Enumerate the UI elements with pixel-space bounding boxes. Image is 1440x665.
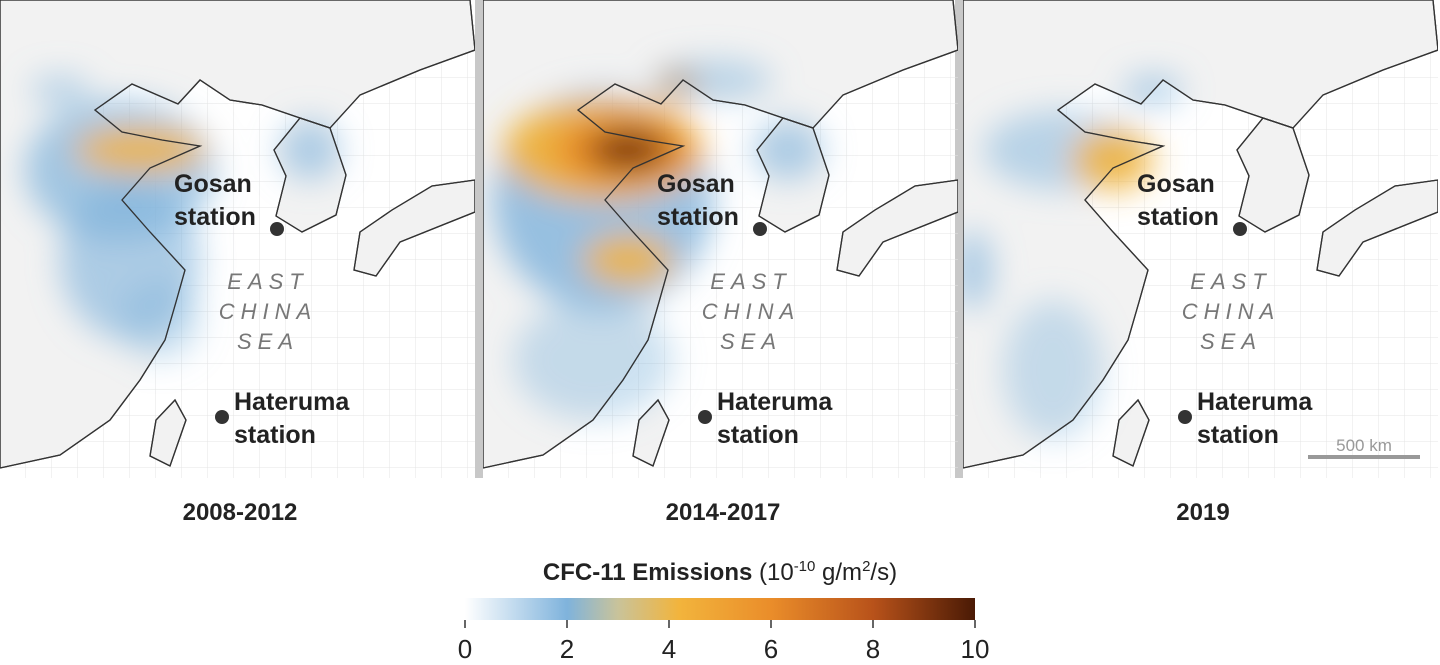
emission-area <box>1073 130 1153 190</box>
panel-label: 2008-2012 <box>183 499 298 526</box>
emissions <box>493 60 823 420</box>
colorbar-tick-label: 10 <box>961 634 990 664</box>
station-label: Hateruma <box>1197 388 1313 416</box>
station-label: station <box>234 421 316 449</box>
sea-label: EAST <box>227 269 308 294</box>
emissions <box>963 75 1183 440</box>
sea-label: CHINA <box>219 299 317 324</box>
emission-area <box>120 280 200 360</box>
station-dot <box>1178 410 1192 424</box>
station-label: Gosan <box>174 170 252 198</box>
emission-area <box>653 60 773 100</box>
sea-label: CHINA <box>1182 299 1280 324</box>
coast-japan <box>836 179 958 277</box>
coast-taiwan <box>1112 398 1150 467</box>
coast-taiwan <box>149 398 187 467</box>
emission-area <box>753 120 823 180</box>
divider <box>955 0 963 478</box>
coast-china <box>963 0 1438 469</box>
sea-label: EAST <box>1190 269 1271 294</box>
colorbar-tick-label: 2 <box>560 634 574 664</box>
coast-taiwan <box>632 398 670 467</box>
coast-china <box>483 0 958 469</box>
station-label: station <box>717 421 799 449</box>
emission-area <box>583 235 673 285</box>
map <box>483 0 958 478</box>
station-label: Hateruma <box>234 388 350 416</box>
station-label: Gosan <box>657 170 735 198</box>
scale-label: 500 km <box>1336 436 1392 455</box>
station-dot <box>698 410 712 424</box>
coast-china <box>0 0 475 469</box>
coast-korea <box>273 117 347 233</box>
station-label: station <box>657 203 739 231</box>
station-dot <box>1233 222 1247 236</box>
station-label: Gosan <box>1137 170 1215 198</box>
sea-label: SEA <box>1200 329 1262 354</box>
coast-japan <box>353 179 475 277</box>
station-label: Hateruma <box>717 388 833 416</box>
emissions <box>25 75 340 360</box>
sea-label: SEA <box>720 329 782 354</box>
map-panel: Gosan station Hateruma station EAST CHINA SEA 2… <box>963 0 1438 526</box>
panel-label: 2019 <box>1176 499 1229 526</box>
station-label: station <box>174 203 256 231</box>
sea-label: CHINA <box>702 299 800 324</box>
station-dot <box>270 222 284 236</box>
colorbar <box>465 598 975 620</box>
emission-area <box>1003 300 1103 440</box>
sea-label: EAST <box>710 269 791 294</box>
coast-korea <box>756 117 830 233</box>
map-panel: Gosan station Hateruma station EAST CHINA SEA 2… <box>0 0 475 526</box>
sea-label: SEA <box>237 329 299 354</box>
emission-area <box>963 230 993 310</box>
colorbar-tick-label: 0 <box>458 634 472 664</box>
colorbar-tick-label: 6 <box>764 634 778 664</box>
colorbar-tick-label: 8 <box>866 634 880 664</box>
map <box>0 0 475 478</box>
station-label: station <box>1137 203 1219 231</box>
legend-title: CFC-11 Emissions (10-10 g/m2/s) <box>543 558 897 586</box>
coast-japan <box>1316 179 1438 277</box>
divider <box>475 0 483 478</box>
emission-area <box>75 128 205 172</box>
emission-area <box>513 300 673 420</box>
colorbar-tick-label: 4 <box>662 634 676 664</box>
emission-area <box>280 120 340 180</box>
station-label: station <box>1197 421 1279 449</box>
station-dot <box>215 410 229 424</box>
map <box>963 0 1438 478</box>
coast-korea <box>1236 117 1310 233</box>
emission-area <box>30 75 90 105</box>
map-panel: Gosan station Hateruma station EAST CHINA SEA 2… <box>483 0 958 526</box>
panel-label: 2014-2017 <box>666 499 781 526</box>
station-dot <box>753 222 767 236</box>
